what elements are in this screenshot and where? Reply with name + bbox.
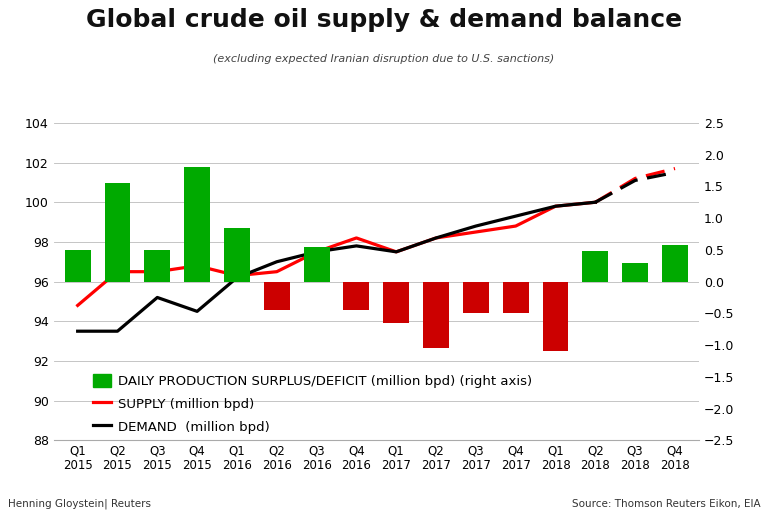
Legend: DAILY PRODUCTION SURPLUS/DEFICIT (million bpd) (right axis), SUPPLY (million bpd: DAILY PRODUCTION SURPLUS/DEFICIT (millio… — [93, 374, 531, 434]
Bar — [184, 167, 210, 282]
Bar — [383, 282, 409, 323]
Bar — [622, 263, 648, 282]
Bar — [224, 228, 250, 282]
Bar — [662, 245, 688, 282]
Bar — [104, 183, 131, 282]
Bar — [144, 250, 170, 282]
Bar — [503, 282, 528, 313]
Bar — [463, 282, 488, 313]
Text: (excluding expected Iranian disruption due to U.S. sanctions): (excluding expected Iranian disruption d… — [214, 54, 554, 64]
Text: Henning Gloystein| Reuters: Henning Gloystein| Reuters — [8, 499, 151, 509]
Bar — [582, 251, 608, 282]
Bar — [303, 247, 329, 282]
Text: Source: Thomson Reuters Eikon, EIA: Source: Thomson Reuters Eikon, EIA — [571, 499, 760, 509]
Bar — [542, 282, 568, 351]
Bar — [343, 282, 369, 310]
Text: Global crude oil supply & demand balance: Global crude oil supply & demand balance — [86, 8, 682, 32]
Bar — [264, 282, 290, 310]
Bar — [65, 250, 91, 282]
Bar — [423, 282, 449, 348]
